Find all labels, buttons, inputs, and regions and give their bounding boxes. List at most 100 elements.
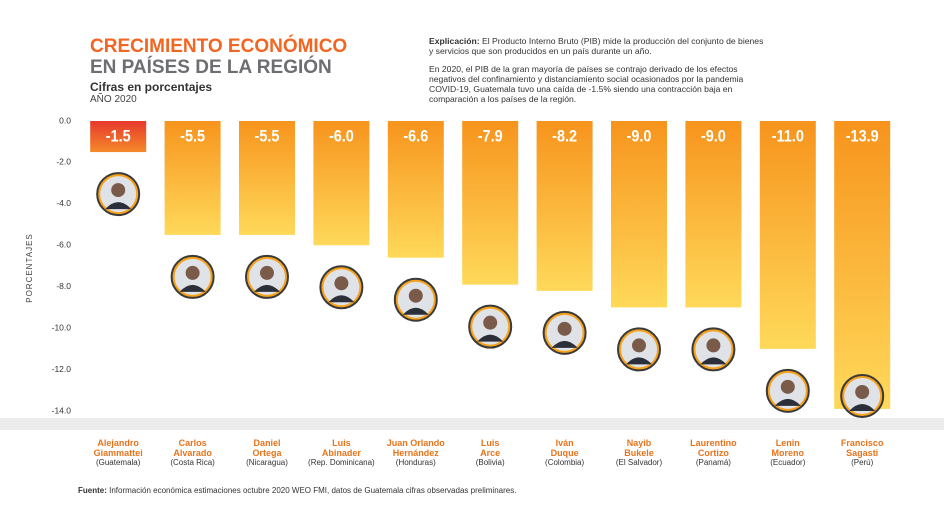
portrait — [840, 374, 885, 418]
category-label: Alejandro Giammattei (Guatemala) — [73, 438, 163, 468]
portrait-body — [774, 398, 801, 406]
category-name: Alvarado — [173, 448, 212, 458]
bar — [313, 121, 370, 246]
category-label: Laurentino Cortizo (Panamá) — [668, 438, 758, 468]
portrait-body — [551, 340, 578, 348]
y-tick-label: -6.0 — [56, 240, 71, 250]
category-name: Bukele — [624, 448, 654, 458]
title-line: CRECIMIENTO ECONÓMICO — [90, 36, 348, 57]
bar — [834, 121, 891, 409]
category-label: Luis Arce (Bolivia) — [445, 438, 535, 468]
portrait — [617, 327, 661, 372]
country: (Guatemala) — [95, 458, 141, 467]
category-name: Duque — [550, 448, 579, 458]
portrait-head — [855, 385, 870, 399]
value-label: -6.0 — [329, 127, 354, 145]
category-label: Iván Duque (Colombia) — [520, 438, 610, 468]
source: Fuente: Información económica estimacion… — [78, 486, 516, 495]
country: (El Salvador) — [615, 458, 663, 467]
value-label: -5.5 — [255, 127, 280, 145]
y-tick-label: -4.0 — [56, 198, 71, 208]
category-label: Juan Orlando Hernández (Honduras) — [371, 438, 461, 468]
value-label: -5.5 — [180, 127, 205, 145]
category-name: Laurentino — [690, 438, 737, 448]
value-label: -8.2 — [552, 127, 577, 145]
category-label: Daniel Ortega (Nicaragua) — [222, 438, 312, 468]
y-tick-label: -14.0 — [52, 405, 72, 415]
y-tick-label: -8.0 — [56, 281, 71, 291]
base-band — [0, 418, 944, 430]
category-name: Hernández — [392, 448, 439, 458]
category-name: Abinader — [321, 448, 361, 458]
source-text: Información económica estimaciones octub… — [109, 486, 517, 495]
title: CRECIMIENTO ECONÓMICO EN PAÍSES DE LA RE… — [90, 36, 347, 78]
portrait — [691, 327, 736, 372]
source-label: Fuente: — [78, 486, 107, 495]
value-label: -9.0 — [701, 127, 726, 145]
portrait-head — [706, 338, 721, 353]
portrait — [542, 310, 587, 355]
country: (Perú) — [851, 458, 874, 467]
category-name: Sagasti — [846, 448, 879, 458]
portrait-head — [185, 265, 200, 280]
portrait — [765, 368, 810, 413]
bar — [462, 121, 519, 285]
category-name: Luis — [332, 438, 351, 448]
value-label: -7.9 — [478, 127, 503, 145]
category-label: Nayib Bukele (El Salvador) — [594, 438, 684, 468]
bar — [90, 121, 147, 153]
portrait-body — [626, 357, 652, 365]
category-name: Lenin — [775, 438, 800, 448]
category-name: Giammattei — [93, 448, 143, 458]
explanation-label: Explicación: — [429, 36, 480, 46]
portrait-body — [477, 334, 504, 342]
title-line: EN PAÍSES DE LA REGIÓN — [90, 57, 332, 78]
y-tick-label: -2.0 — [56, 157, 71, 167]
category-name: Ortega — [252, 448, 282, 458]
country: (Colombia) — [545, 458, 585, 467]
category-name: Luis — [480, 438, 500, 448]
category-name: Moreno — [771, 448, 805, 458]
portrait-body — [254, 284, 280, 292]
country: (Nicaragua) — [246, 458, 288, 467]
category-label: Carlos Alvarado (Costa Rica) — [148, 438, 238, 468]
subtitle: Cifras en porcentajes — [90, 80, 213, 94]
portrait-head — [260, 265, 274, 280]
portrait-body — [700, 357, 727, 365]
category-name: Francisco — [840, 438, 884, 448]
bar — [759, 121, 816, 349]
value-label: -9.0 — [627, 127, 652, 145]
category-name: Juan Orlando — [386, 438, 445, 448]
portrait — [319, 265, 364, 310]
explanation-text: En 2020, el PIB de la gran mayoría de pa… — [429, 64, 744, 104]
portrait-body — [328, 295, 355, 303]
bar — [164, 121, 221, 235]
value-label: -13.9 — [846, 127, 879, 145]
category-name: Carlos — [178, 438, 207, 448]
y-tick-label: 0.0 — [59, 115, 71, 125]
country: (Costa Rica) — [170, 458, 215, 467]
year: AÑO 2020 — [90, 94, 137, 105]
portrait-head — [483, 315, 498, 330]
country: (Panamá) — [695, 458, 731, 467]
portrait — [245, 254, 289, 299]
y-tick-label: -10.0 — [52, 322, 72, 332]
portrait-head — [632, 338, 646, 353]
category-name: Iván — [555, 438, 574, 448]
category-name: Alejandro — [97, 438, 139, 448]
portrait-head — [334, 276, 349, 291]
country: (Honduras) — [395, 458, 436, 467]
value-label: -11.0 — [772, 127, 804, 145]
category-name: Nayib — [626, 438, 652, 448]
country: (Bolivia) — [475, 458, 505, 467]
portrait — [468, 304, 513, 349]
bar — [611, 121, 667, 308]
portrait — [393, 277, 438, 322]
portrait — [170, 254, 215, 299]
category-label: Luis Abinader (Rep. Dominicana) — [296, 438, 386, 468]
y-axis-label: PORCENTAJES — [25, 233, 34, 303]
country: (Rep. Dominicana) — [308, 458, 375, 467]
portrait-head — [557, 321, 572, 336]
value-label: -6.6 — [403, 127, 428, 145]
